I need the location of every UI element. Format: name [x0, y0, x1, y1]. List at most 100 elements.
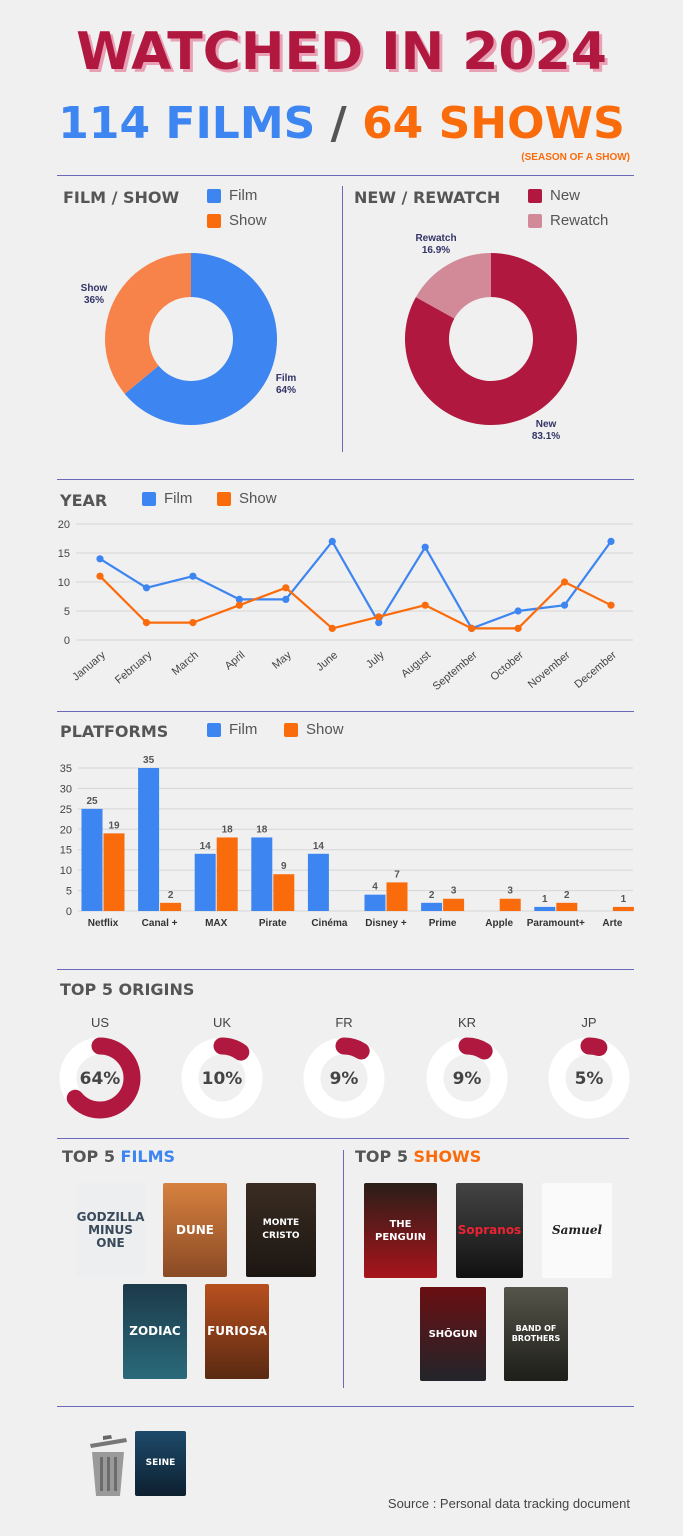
data-point-show	[514, 624, 522, 632]
series-line-film	[99, 539, 612, 630]
bar-film	[138, 768, 160, 911]
data-point-show	[96, 572, 104, 580]
origin-ring: 10%	[181, 1037, 263, 1119]
x-tick-label: April	[223, 649, 248, 672]
data-point-show	[282, 584, 290, 592]
new-rewatch-title: NEW / REWATCH	[354, 188, 501, 207]
x-category-label: Cinéma	[311, 918, 348, 929]
x-category-label: Netflix	[88, 918, 119, 929]
data-point-show	[235, 601, 243, 609]
bar-film	[251, 837, 273, 911]
y-tick-label: 10	[60, 865, 72, 877]
origin-code: JP	[581, 1015, 597, 1030]
bar-value-label: 25	[86, 796, 98, 807]
series-line-show	[99, 575, 612, 630]
divider	[57, 175, 634, 176]
data-point-film	[560, 601, 569, 609]
bar-value-label: 2	[168, 890, 174, 901]
bar-show	[273, 874, 295, 911]
x-tick-label: August	[399, 649, 433, 680]
ring-fill	[303, 1037, 385, 1119]
page-title: WATCHED IN 2024	[76, 22, 607, 82]
bar-film	[534, 906, 556, 911]
legend-swatch	[142, 491, 156, 506]
data-point-show	[607, 601, 615, 609]
legend-label: Film	[164, 490, 193, 507]
x-tick-label: December	[572, 649, 619, 691]
year-title: YEAR	[60, 491, 108, 510]
legend-swatch	[207, 213, 221, 228]
slice-film	[124, 253, 277, 425]
origin-uk: UK 10%	[180, 1015, 264, 1120]
shows-count: 64 SHOWS	[362, 98, 625, 149]
legend-label: Rewatch	[550, 212, 609, 229]
ring-fill	[181, 1037, 263, 1119]
ring-fill	[426, 1037, 508, 1119]
divider	[342, 186, 343, 452]
origins-title: TOP 5 ORIGINS	[60, 980, 195, 999]
poster-monte-cristo: MONTE CRISTO	[246, 1183, 316, 1277]
divider	[57, 1138, 629, 1139]
y-tick-label: 30	[60, 783, 72, 795]
divider	[57, 969, 634, 970]
film-show-title: FILM / SHOW	[63, 188, 180, 207]
year-line-chart: 0 5 10 15 20 January February March April May June…	[58, 519, 633, 693]
bar-show	[443, 898, 465, 911]
data-point-film	[607, 537, 615, 545]
x-tick-label: May	[270, 649, 294, 672]
data-point-show	[375, 613, 383, 621]
bar-show	[386, 882, 408, 911]
ring-fill	[59, 1037, 141, 1119]
bar-value-label: 2	[564, 890, 570, 901]
bar-value-label: 1	[621, 894, 627, 905]
data-point-film	[375, 619, 383, 627]
bar-value-label: 7	[394, 869, 400, 880]
x-tick-label: July	[364, 649, 387, 671]
x-tick-label: March	[170, 649, 201, 678]
bar-value-label: 4	[372, 882, 378, 893]
y-tick-label: 10	[58, 577, 70, 589]
legend-swatch	[207, 722, 221, 737]
bar-show	[103, 833, 125, 911]
legend-label: Film	[229, 187, 258, 204]
data-point-show	[421, 601, 429, 609]
divider	[57, 1406, 634, 1407]
origin-ring: 9%	[303, 1037, 385, 1119]
bar-film	[364, 894, 386, 911]
data-point-film	[189, 572, 197, 580]
bar-film	[421, 902, 443, 911]
origin-percent: 9%	[330, 1069, 359, 1089]
y-tick-label: 20	[58, 519, 70, 531]
bar-film	[81, 808, 103, 911]
bar-value-label: 14	[200, 841, 212, 852]
trash-icon	[90, 1435, 127, 1496]
source-note: Source : Personal data tracking document	[387, 1496, 630, 1511]
donut-label-show: Show 36%	[80, 283, 108, 306]
origin-code: KR	[457, 1015, 477, 1030]
bar-value-label: 19	[108, 820, 120, 831]
legend-show: Show	[284, 721, 344, 738]
origin-code: FR	[335, 1015, 353, 1030]
divider	[343, 1150, 344, 1388]
bar-show	[612, 906, 634, 911]
poster-furiosa: FURIOSA	[205, 1284, 269, 1379]
legend-label: Show	[239, 490, 277, 507]
summary-counts: 114 FILMS / 64 SHOWS	[0, 98, 683, 149]
donut-label-film: Film 64%	[275, 373, 297, 396]
legend-new: New	[528, 187, 580, 204]
legend-show: Show	[207, 212, 267, 229]
y-tick-label: 25	[60, 804, 72, 816]
poster-godzilla: GODZILLA MINUS ONE	[76, 1183, 145, 1277]
data-point-show	[328, 624, 336, 632]
x-category-label: Prime	[429, 918, 457, 929]
bar-value-label: 35	[143, 755, 155, 766]
poster-shogun: SHŌGUN	[420, 1287, 486, 1381]
bar-value-label: 18	[256, 824, 268, 835]
y-tick-label: 5	[66, 886, 72, 898]
data-point-show	[560, 578, 569, 586]
films-count: 114 FILMS	[58, 98, 316, 149]
x-tick-label: February	[113, 649, 155, 687]
origin-us: US 64%	[58, 1015, 142, 1120]
data-point-film	[96, 555, 104, 563]
top-films-title: TOP 5 FILMS	[62, 1147, 176, 1166]
